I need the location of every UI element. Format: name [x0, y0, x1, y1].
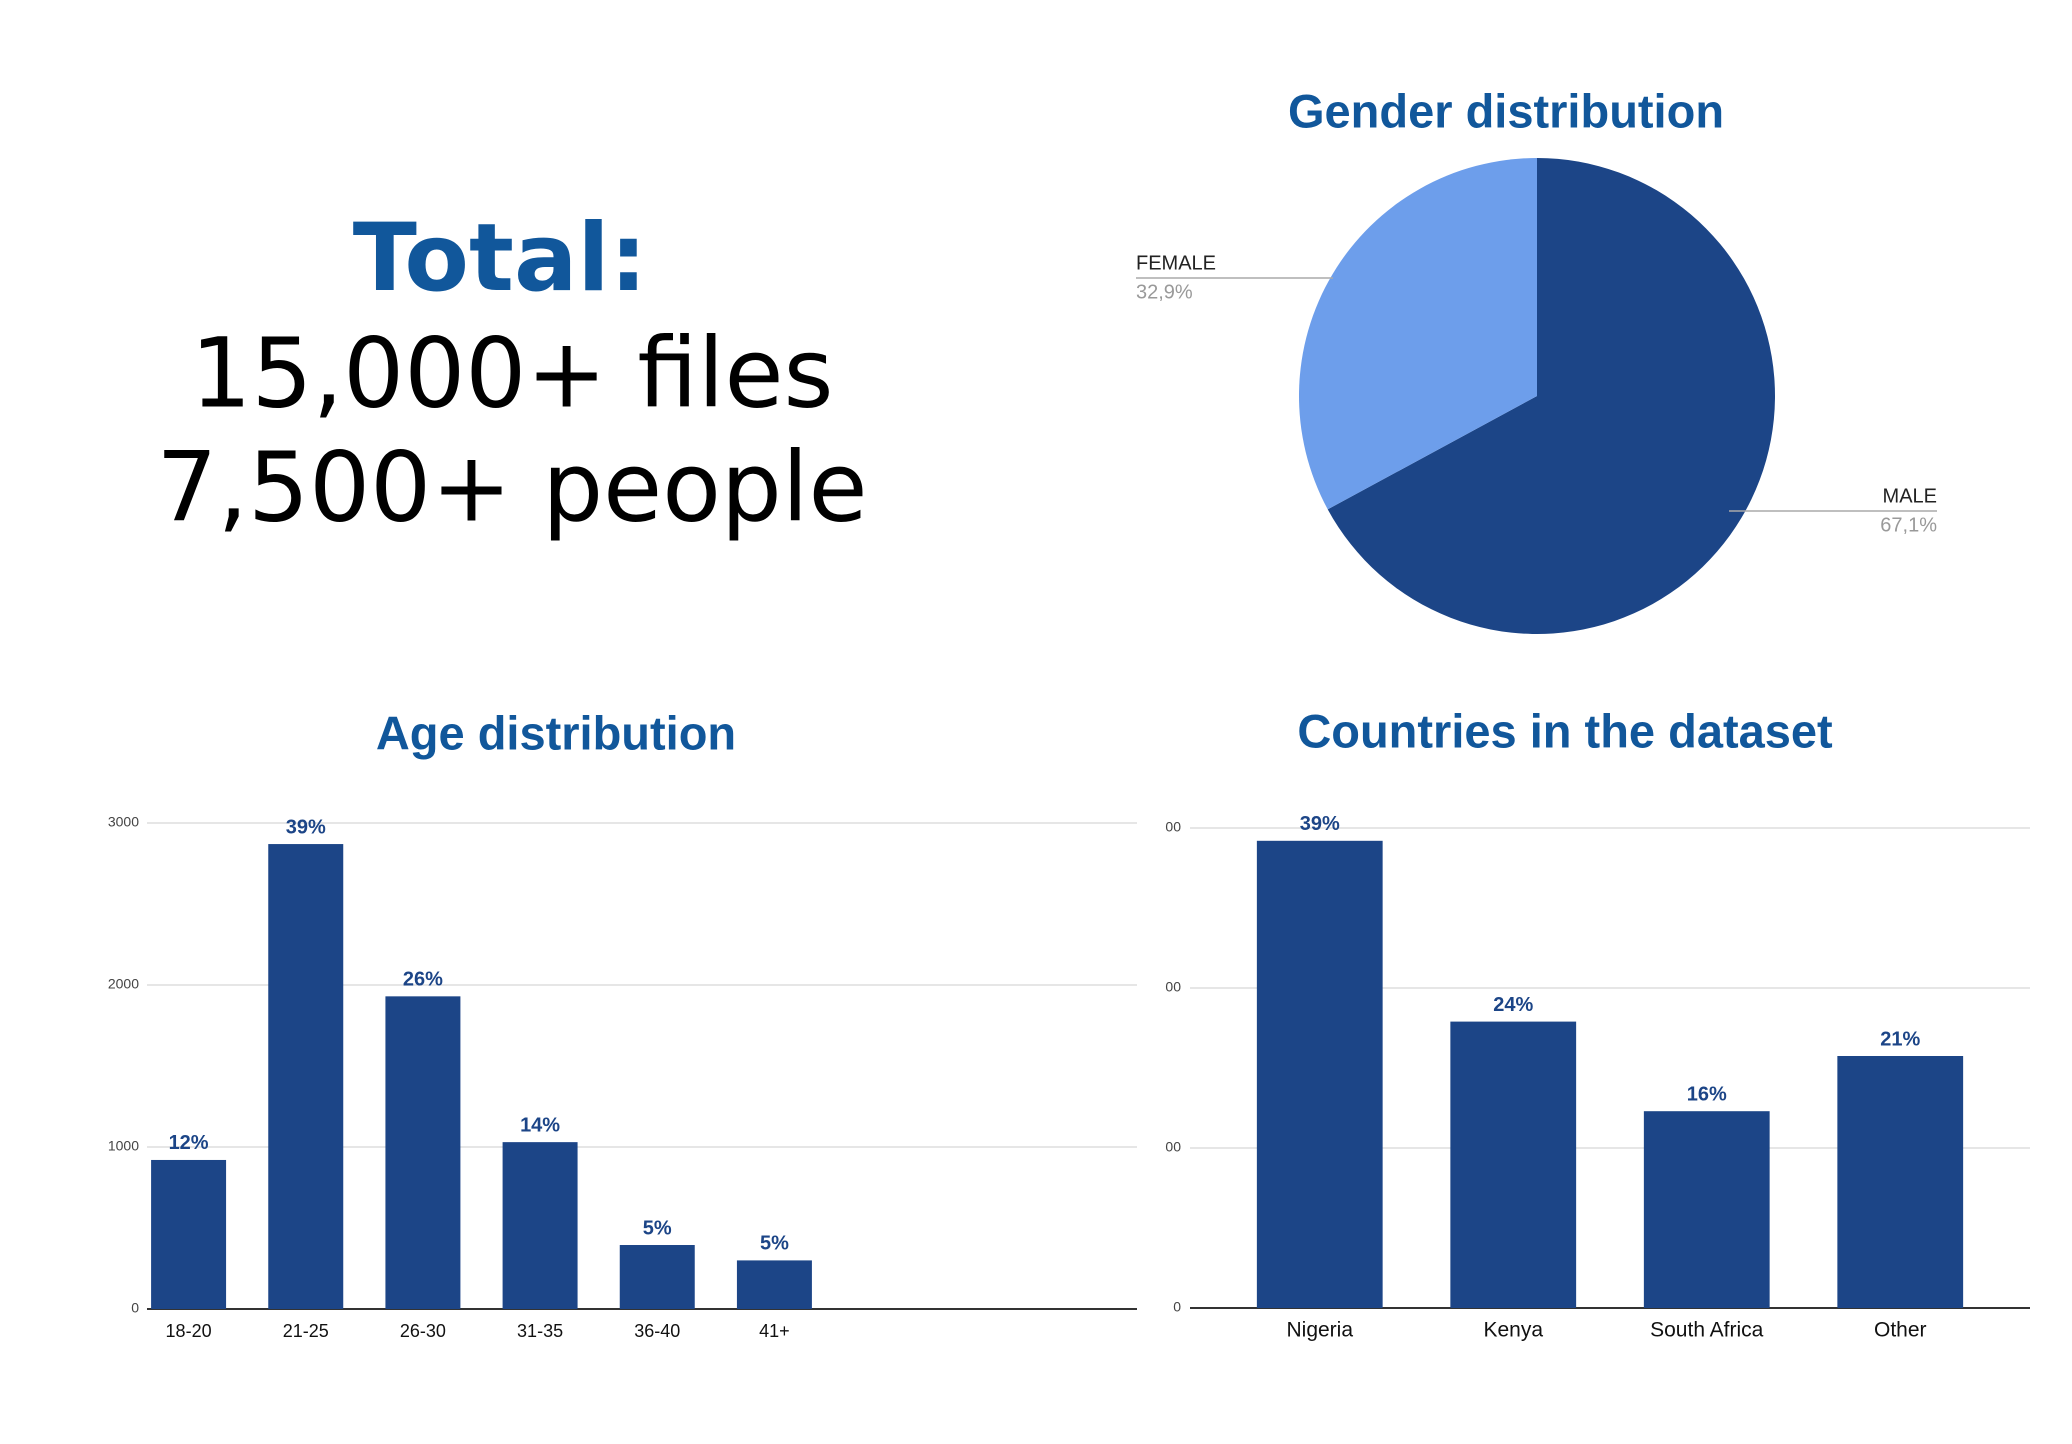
x-tick-label: South Africa: [1650, 1319, 1764, 1342]
bar: [1643, 1111, 1770, 1308]
chart-title: Gender distribution: [1288, 84, 1724, 137]
y-tick-label: 00: [1165, 979, 1181, 995]
bar: [619, 1245, 695, 1309]
data-label: 16%: [1687, 1083, 1727, 1105]
pie-slice: [1327, 158, 1775, 634]
x-tick-label: 31-35: [517, 1321, 563, 1341]
x-tick-label: 36-40: [634, 1321, 680, 1341]
y-tick-label: 00: [1165, 819, 1181, 835]
pie-slice: [1299, 158, 1537, 510]
y-tick-label: 0: [131, 1300, 139, 1316]
x-tick-label: 21-25: [283, 1321, 329, 1341]
legend-label: FEMALE: [1136, 252, 1216, 274]
data-label: 21%: [1880, 1028, 1920, 1050]
x-tick-label: Nigeria: [1286, 1319, 1353, 1342]
chart-title: Age distribution: [376, 706, 736, 759]
data-label: 5%: [760, 1233, 789, 1255]
bar: [268, 844, 344, 1309]
y-tick-label: 0: [1173, 1299, 1181, 1315]
data-label: 39%: [286, 816, 326, 838]
data-label: 14%: [520, 1114, 560, 1136]
value-label: 67,1%: [1880, 514, 1937, 536]
bar: [1450, 1021, 1577, 1308]
bar: [1256, 840, 1383, 1308]
legend-label: MALE: [1883, 485, 1937, 507]
x-tick-label: Other: [1874, 1319, 1927, 1342]
bar: [151, 1159, 227, 1309]
bar: [1837, 1056, 1964, 1308]
y-tick-label: 3000: [108, 814, 139, 830]
data-label: 26%: [403, 969, 443, 991]
x-tick-label: 41+: [759, 1321, 790, 1341]
y-tick-label: 2000: [108, 976, 139, 992]
x-tick-label: 18-20: [166, 1321, 212, 1341]
bar: [736, 1260, 812, 1309]
data-label: 24%: [1493, 994, 1533, 1016]
chart-title: Countries in the dataset: [1297, 704, 1833, 757]
data-label: 5%: [643, 1217, 672, 1239]
summary-heading: Total:: [353, 204, 647, 313]
value-label: 32,9%: [1136, 281, 1193, 303]
summary-line: 7,500+ people: [156, 431, 867, 543]
bar: [502, 1142, 578, 1309]
x-tick-label: Kenya: [1483, 1319, 1543, 1342]
x-tick-label: 26-30: [400, 1321, 446, 1341]
summary-line: 15,000+ files: [190, 317, 833, 429]
data-label: 12%: [169, 1132, 209, 1154]
data-label: 39%: [1300, 813, 1340, 835]
bar: [385, 996, 461, 1309]
y-tick-label: 00: [1165, 1139, 1181, 1155]
y-tick-label: 1000: [108, 1138, 139, 1154]
